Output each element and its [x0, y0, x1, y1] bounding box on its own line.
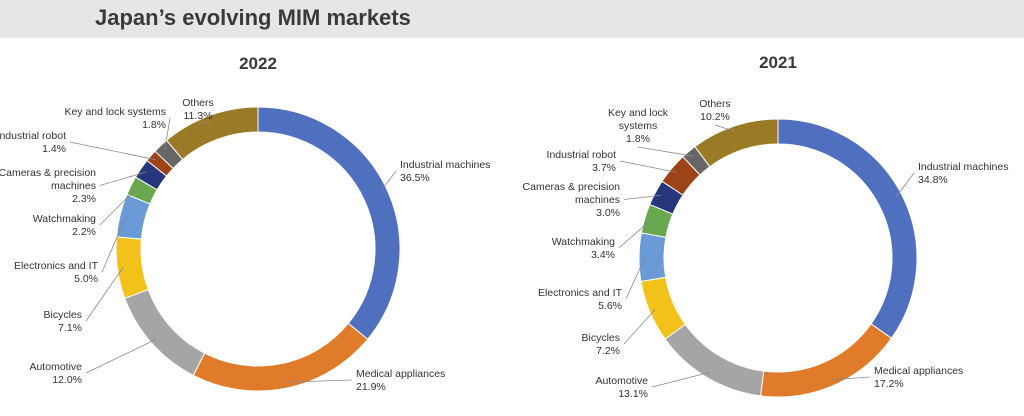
slice-label-medical-appliances: Medical appliances 21.9% — [356, 368, 445, 393]
slice-label-bicycles: Bicycles 7.2% — [581, 332, 620, 357]
slice-label-automotive: Automotive 13.1% — [595, 375, 648, 400]
slice-label-industrial-machines: Industrial machines 34.8% — [918, 161, 1008, 186]
slice-label-automotive: Automotive 12.0% — [29, 361, 82, 386]
slice-label-cameras-and-precision-machines: Cameras & precision machines 2.3% — [0, 167, 96, 205]
chart-title: 2022 — [239, 54, 277, 73]
slice-industrial-machines — [257, 106, 401, 340]
slice-label-watchmaking: Watchmaking 3.4% — [552, 236, 615, 261]
slice-label-cameras-and-precision-machines: Cameras & precision machines 3.0% — [523, 181, 621, 219]
slice-label-watchmaking: Watchmaking 2.2% — [33, 213, 96, 238]
slice-automotive — [664, 323, 765, 397]
slice-label-electronics-and-it: Electronics and IT 5.0% — [14, 260, 99, 285]
leader-line — [69, 141, 156, 161]
leader-line — [99, 171, 147, 186]
slice-label-others: Others 10.2% — [699, 98, 731, 123]
slice-automotive — [124, 288, 206, 377]
leader-line — [164, 117, 171, 151]
slice-bicycles — [115, 236, 149, 299]
leader-line — [101, 216, 127, 273]
leader-line — [895, 172, 915, 198]
slice-industrial-machines — [777, 118, 918, 339]
slice-label-electronics-and-it: Electronics and IT 5.6% — [538, 287, 623, 312]
slice-others — [165, 106, 259, 161]
leader-line — [623, 194, 661, 200]
slice-label-medical-appliances: Medical appliances 17.2% — [874, 365, 963, 390]
leader-line — [85, 338, 157, 374]
leader-line — [651, 371, 711, 388]
leader-line — [623, 309, 656, 345]
slice-electronics-and-it — [638, 232, 667, 283]
slice-medical-appliances — [192, 322, 369, 392]
leader-line — [619, 160, 677, 173]
slice-label-industrial-machines: Industrial machines 36.5% — [400, 159, 490, 184]
page-title: Japan’s evolving MIM markets — [95, 5, 411, 30]
leader-line — [99, 188, 137, 226]
donut-chart-2021: 2021 Industrial machines 34.8% Medical appl… — [523, 53, 1009, 400]
leader-line — [618, 219, 651, 249]
leader-line — [380, 170, 397, 192]
slice-medical-appliances — [760, 323, 893, 398]
donut-chart-2022: 2022 Industrial machines 36.5% Medical appl… — [0, 54, 490, 393]
chart-title: 2021 — [759, 53, 797, 72]
slice-label-industrial-robot: Industrial robot 1.4% — [0, 130, 66, 155]
leader-line — [625, 256, 646, 300]
leader-line — [285, 379, 353, 383]
slice-label-industrial-robot: Industrial robot 3.7% — [547, 149, 617, 174]
leader-line — [714, 124, 737, 133]
slice-others — [694, 118, 779, 168]
slice-label-key-and-lock-systems: Key and lock systems 1.8% — [608, 107, 669, 145]
slice-label-bicycles: Bicycles 7.1% — [43, 309, 82, 334]
slice-label-key-and-lock-systems: Key and lock systems 1.8% — [64, 106, 166, 131]
leader-line — [85, 267, 124, 322]
slice-label-others: Others 11.3% — [182, 97, 214, 122]
slice-bicycles — [640, 276, 687, 340]
title-banner: Japan’s evolving MIM markets — [0, 0, 1024, 38]
leader-line — [637, 146, 693, 157]
leader-line — [831, 376, 871, 381]
leader-line — [197, 120, 212, 125]
